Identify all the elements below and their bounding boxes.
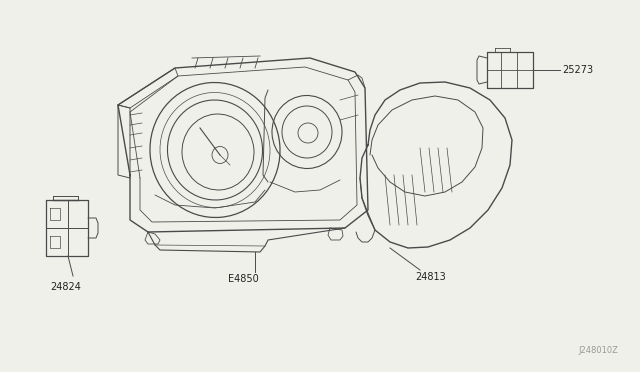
Text: 24813: 24813 xyxy=(415,272,445,282)
Text: 24824: 24824 xyxy=(50,282,81,292)
Text: E4850: E4850 xyxy=(228,274,259,284)
Text: J248010Z: J248010Z xyxy=(578,346,618,355)
Text: 25273: 25273 xyxy=(562,65,593,75)
